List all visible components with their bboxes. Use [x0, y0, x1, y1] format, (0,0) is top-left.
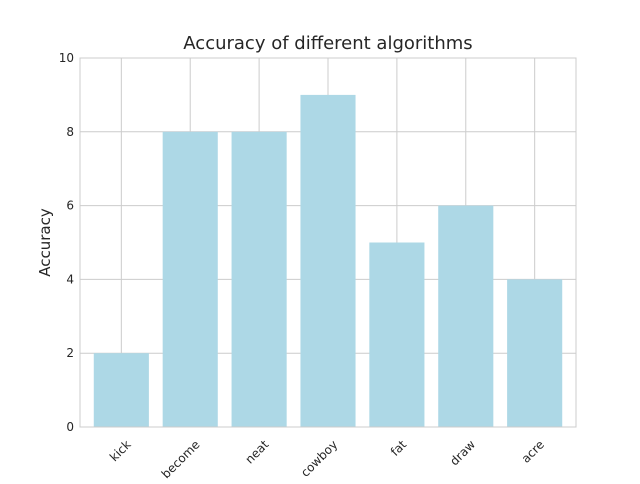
- plot-frame: [79, 57, 577, 428]
- y-tick-labels: 0 2 4 6 8 10: [59, 51, 74, 434]
- x-tick-labels: kick become neat cowboy fat draw acre: [107, 437, 547, 481]
- x-tick-label: draw: [447, 437, 478, 468]
- bar-draw: [438, 205, 494, 427]
- bar-become: [162, 131, 218, 428]
- y-tick-label: 10: [59, 51, 74, 65]
- x-tick-label: neat: [242, 437, 271, 466]
- y-axis-title: Accuracy: [36, 208, 54, 277]
- x-tick-label: become: [159, 437, 203, 480]
- y-tick-label: 6: [66, 199, 74, 213]
- y-tick-label: 4: [66, 272, 74, 286]
- bars: [93, 94, 563, 428]
- bar-fat: [369, 242, 425, 427]
- bar-kick: [93, 353, 149, 427]
- bar-acre: [507, 279, 563, 427]
- bar-neat: [231, 131, 287, 428]
- y-tick-label: 2: [66, 346, 74, 360]
- x-tick-label: acre: [519, 437, 547, 465]
- chart-title: Accuracy of different algorithms: [183, 33, 472, 54]
- y-tick-label: 0: [66, 420, 74, 434]
- x-tick-label: cowboy: [298, 437, 340, 479]
- y-tick-label: 8: [66, 125, 74, 139]
- bar-cowboy: [300, 94, 356, 428]
- x-tick-label: fat: [388, 437, 410, 459]
- x-tick-label: kick: [107, 437, 134, 464]
